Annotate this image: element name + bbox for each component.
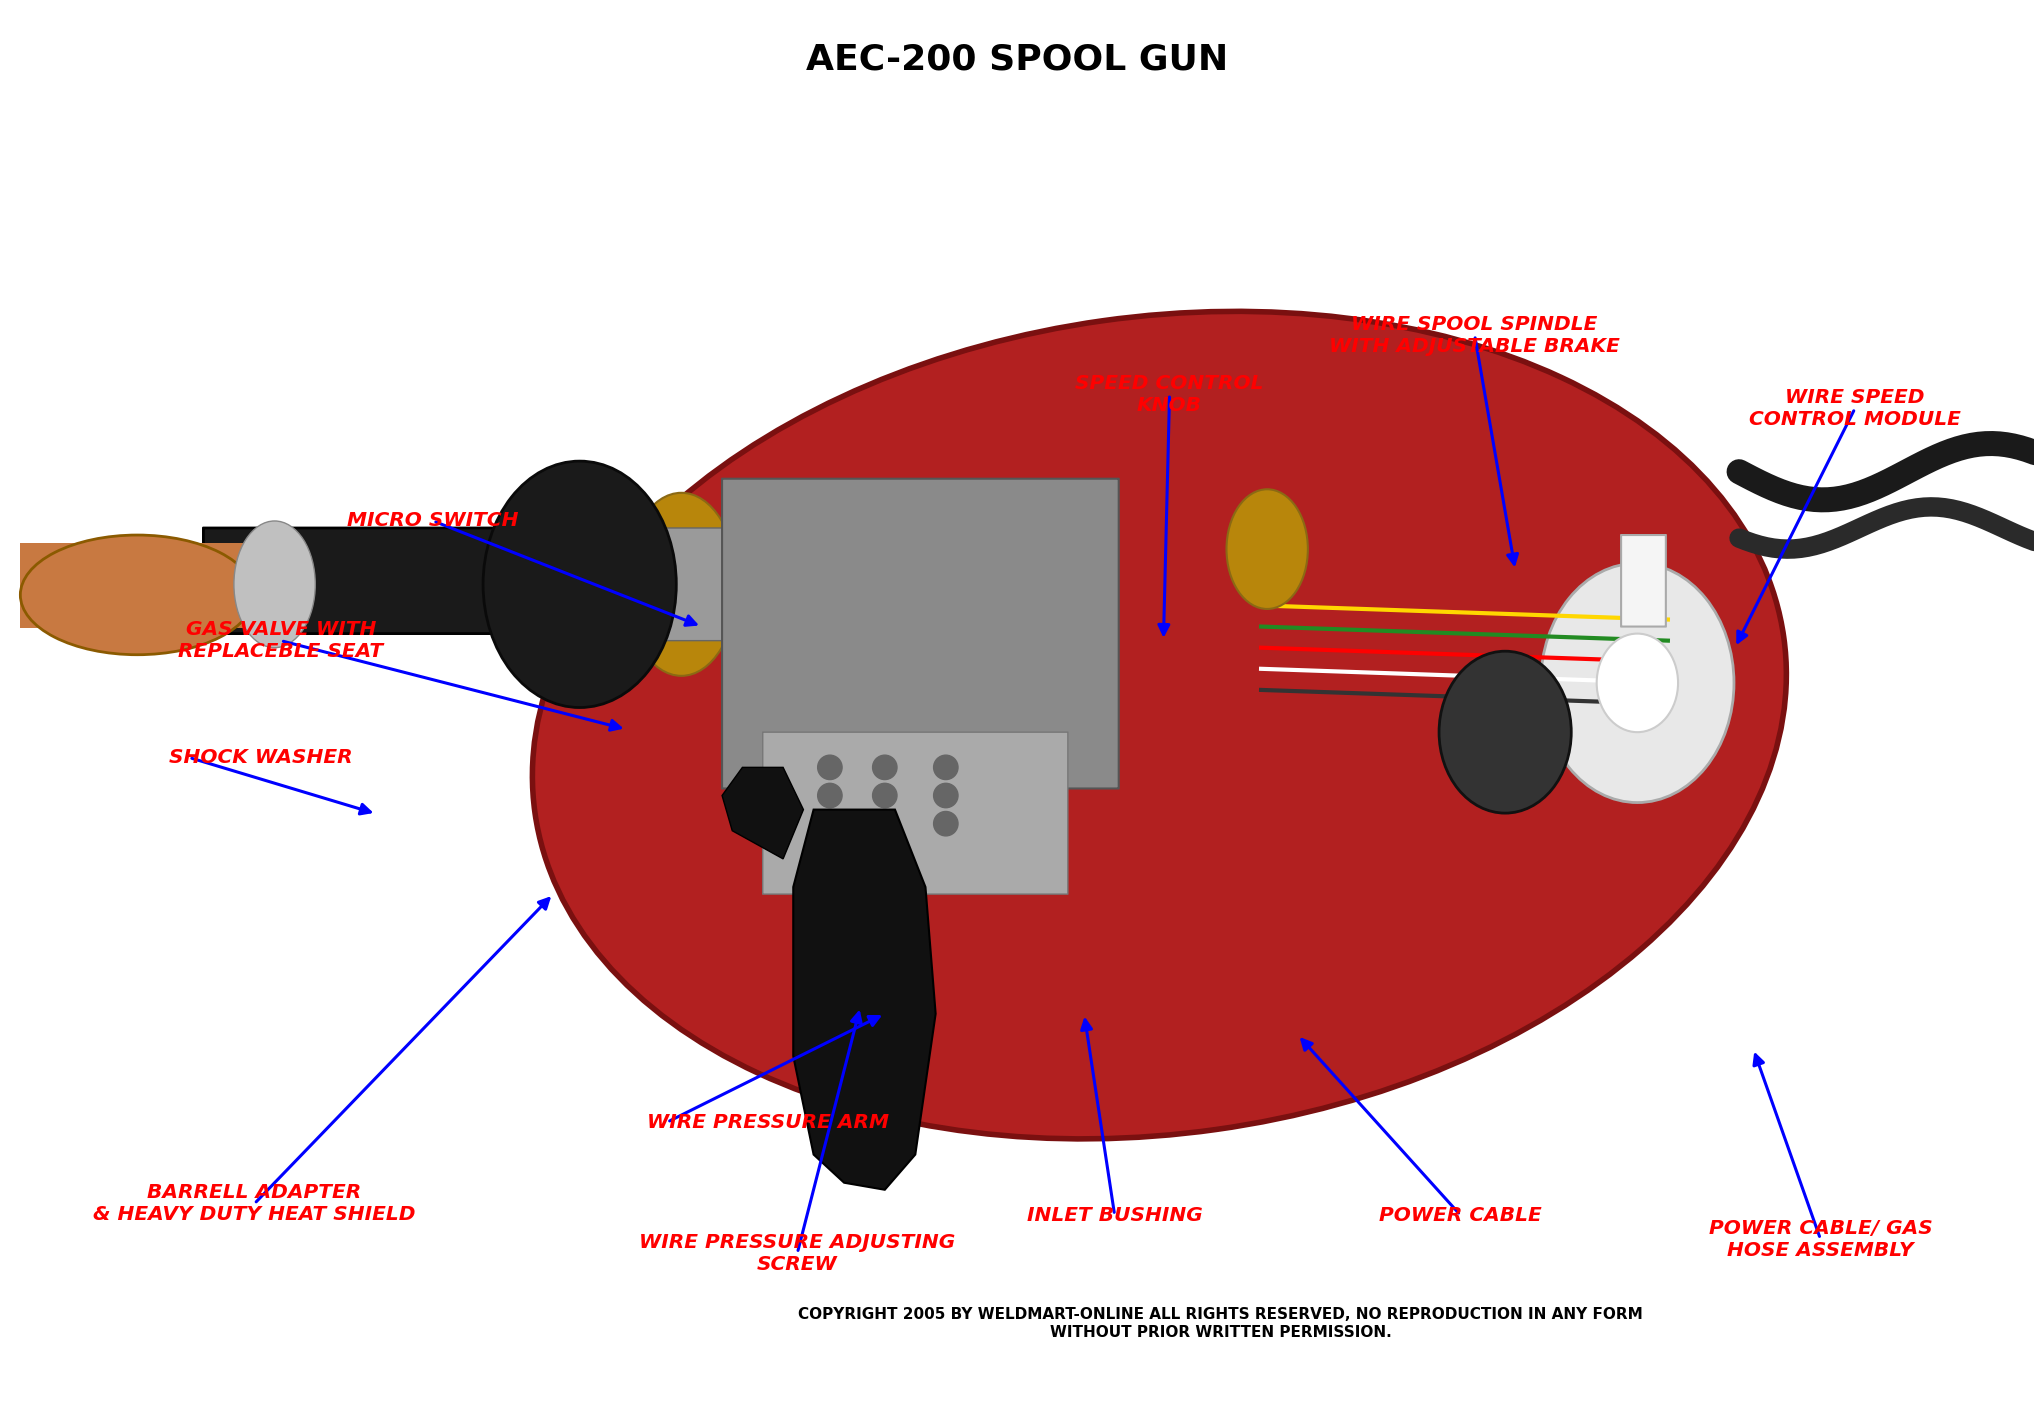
Text: WIRE SPEED
CONTROL MODULE: WIRE SPEED CONTROL MODULE [1749,387,1961,429]
Polygon shape [722,767,803,859]
FancyBboxPatch shape [722,479,1119,788]
Text: AEC-200 SPOOL GUN: AEC-200 SPOOL GUN [805,42,1229,76]
Polygon shape [793,810,936,1190]
Circle shape [873,783,897,808]
Text: SHOCK WASHER: SHOCK WASHER [169,748,352,767]
Text: GAS VALVE WITH
REPLACEBLE SEAT: GAS VALVE WITH REPLACEBLE SEAT [179,620,382,662]
Text: POWER CABLE/ GAS
HOSE ASSEMBLY: POWER CABLE/ GAS HOSE ASSEMBLY [1709,1218,1932,1260]
Ellipse shape [1227,489,1308,608]
Ellipse shape [20,535,254,655]
Circle shape [818,755,842,780]
Circle shape [934,783,958,808]
Ellipse shape [1597,634,1678,732]
Circle shape [873,811,897,836]
FancyBboxPatch shape [203,528,590,634]
Ellipse shape [1440,650,1572,814]
Text: WIRE PRESSURE ARM: WIRE PRESSURE ARM [647,1112,889,1132]
Ellipse shape [626,493,738,676]
Circle shape [818,811,842,836]
Text: MICRO SWITCH: MICRO SWITCH [348,511,519,531]
Circle shape [934,811,958,836]
Text: WIRE PRESSURE ADJUSTING
SCREW: WIRE PRESSURE ADJUSTING SCREW [639,1232,956,1274]
FancyBboxPatch shape [570,528,793,641]
Text: INLET BUSHING: INLET BUSHING [1027,1205,1202,1225]
FancyBboxPatch shape [20,543,254,628]
Circle shape [818,783,842,808]
Ellipse shape [533,311,1786,1139]
Ellipse shape [1542,563,1735,803]
FancyBboxPatch shape [1621,535,1666,627]
FancyBboxPatch shape [763,732,1068,894]
Text: SPEED CONTROL
KNOB: SPEED CONTROL KNOB [1076,373,1263,415]
Circle shape [873,755,897,780]
Text: COPYRIGHT 2005 BY WELDMART-ONLINE ALL RIGHTS RESERVED, NO REPRODUCTION IN ANY FO: COPYRIGHT 2005 BY WELDMART-ONLINE ALL RI… [797,1307,1643,1340]
Text: BARRELL ADAPTER
& HEAVY DUTY HEAT SHIELD: BARRELL ADAPTER & HEAVY DUTY HEAT SHIELD [94,1183,415,1225]
Circle shape [934,755,958,780]
Text: WIRE SPOOL SPINDLE
WITH ADJUSTABLE BRAKE: WIRE SPOOL SPINDLE WITH ADJUSTABLE BRAKE [1328,314,1621,356]
Ellipse shape [482,460,675,707]
Ellipse shape [234,521,315,648]
Text: POWER CABLE: POWER CABLE [1379,1205,1542,1225]
